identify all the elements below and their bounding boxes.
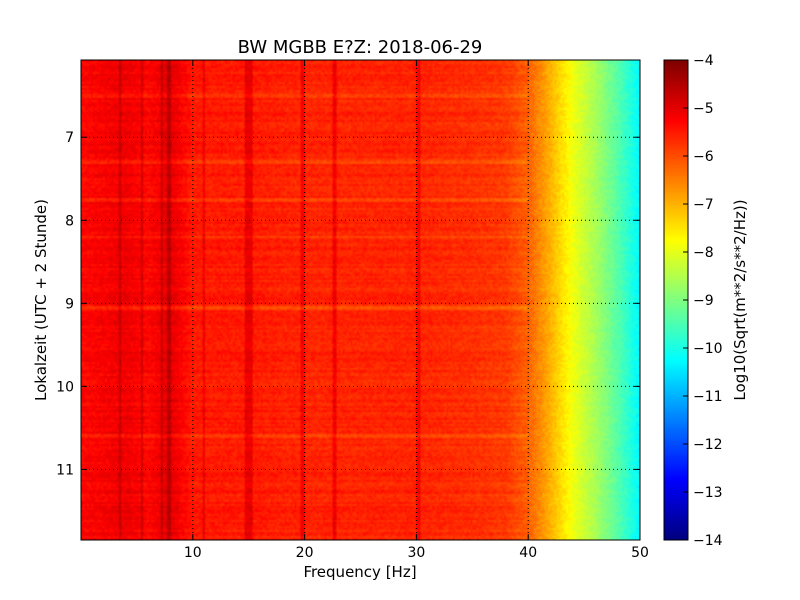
y-tick-label: 7 <box>65 130 74 146</box>
y-tick-label: 9 <box>65 296 74 312</box>
x-tick-label: 10 <box>184 545 202 561</box>
heatmap-image <box>81 60 640 540</box>
y-tick-label: 10 <box>56 379 74 395</box>
colorbar-ticks: −4 −5 −6 −7 −8 −9 −10 −11 −12 −13 −14 <box>683 53 723 549</box>
colorbar: −4 −5 −6 −7 −8 −9 −10 −11 −12 −13 −14 Log10(Sqrt(m… <box>663 53 749 549</box>
colorbar-tick-label: −12 <box>693 437 723 453</box>
chart-title: BW MGBB E?Z: 2018-06-29 <box>238 37 483 58</box>
colorbar-tick-label: −14 <box>693 533 723 549</box>
y-tick-label: 11 <box>56 462 74 478</box>
colorbar-tick-label: −7 <box>693 197 714 213</box>
colorbar-tick-label: −11 <box>693 389 723 405</box>
colorbar-label: Log10(Sqrt(m**2/s**2/Hz)) <box>731 199 749 400</box>
grid-lines <box>81 60 640 540</box>
colorbar-tick-label: −9 <box>693 293 714 309</box>
x-axis-label: Frequency [Hz] <box>303 563 416 581</box>
x-axis-ticks: 10 20 30 40 50 <box>184 60 649 561</box>
x-tick-label: 20 <box>296 545 314 561</box>
x-tick-label: 50 <box>631 545 649 561</box>
y-axis-ticks: 7 8 9 10 11 <box>56 130 640 478</box>
plot-frame <box>80 59 641 541</box>
colorbar-tick-label: −5 <box>693 101 714 117</box>
x-tick-label: 40 <box>519 545 537 561</box>
y-axis-label: Lokalzeit (UTC + 2 Stunde) <box>32 199 50 401</box>
y-tick-label: 8 <box>65 213 74 229</box>
plot-area: 10 20 30 40 50 7 8 9 10 11 <box>56 59 649 561</box>
colorbar-tick-label: −13 <box>693 485 723 501</box>
colorbar-tick-label: −6 <box>693 149 714 165</box>
colorbar-tick-label: −4 <box>693 53 714 69</box>
colorbar-tick-label: −10 <box>693 341 723 357</box>
x-tick-label: 30 <box>407 545 425 561</box>
colorbar-tick-label: −8 <box>693 245 714 261</box>
